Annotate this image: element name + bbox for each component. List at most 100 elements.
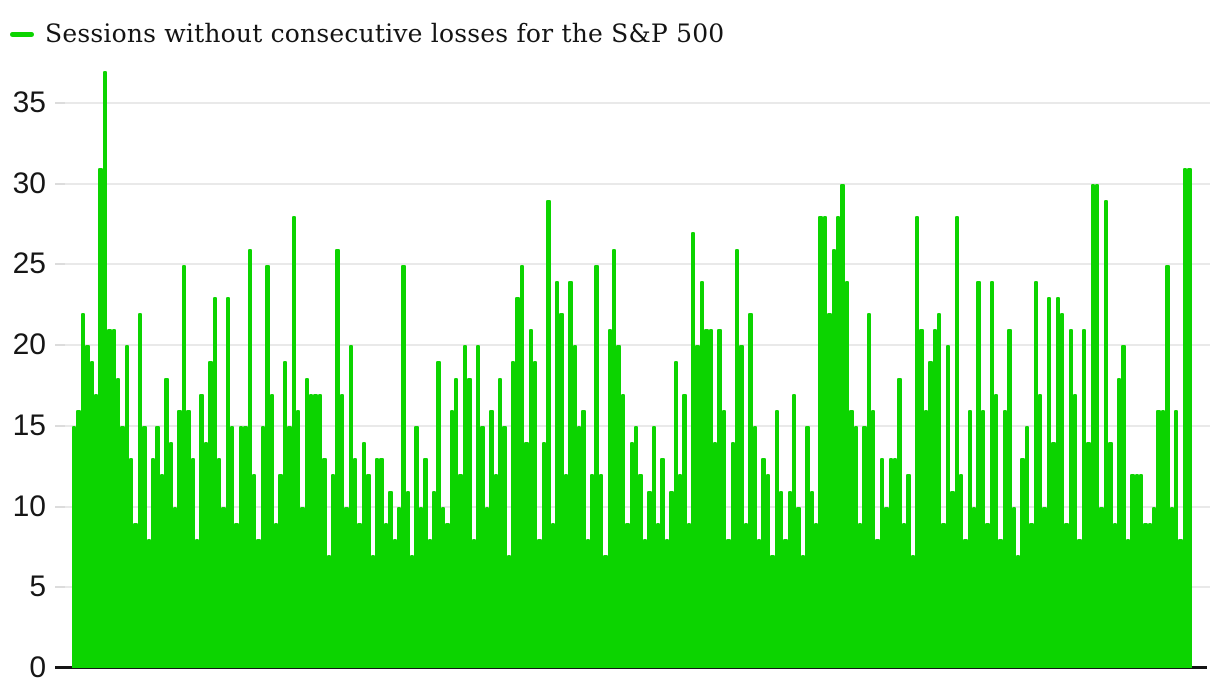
bar (120, 425, 125, 668)
bar (1156, 409, 1161, 668)
tick-mark (55, 102, 65, 104)
bar (115, 377, 121, 668)
bar (1002, 409, 1008, 668)
bar (111, 329, 116, 668)
bar (265, 264, 270, 668)
bar (401, 264, 406, 668)
bar (379, 458, 384, 668)
bar (357, 522, 362, 668)
bar (1178, 538, 1183, 668)
bar (515, 296, 520, 668)
bar (1015, 555, 1021, 668)
bar (634, 425, 639, 668)
bar (221, 506, 226, 668)
bar (1134, 474, 1139, 668)
bar (572, 345, 577, 668)
bar (594, 264, 599, 668)
bar (159, 474, 165, 668)
bar (137, 313, 143, 668)
bar (1073, 393, 1078, 668)
bar (835, 216, 841, 668)
bar (756, 538, 762, 668)
bar (1130, 474, 1135, 668)
bar (950, 490, 955, 668)
bar (607, 329, 613, 668)
bar (1099, 506, 1104, 668)
bar (581, 409, 586, 668)
bar (879, 458, 885, 668)
bar (972, 506, 977, 668)
bar (603, 555, 608, 668)
bar (462, 345, 468, 668)
bar (98, 167, 103, 668)
bar (546, 200, 551, 668)
legend: Sessions without consecutive losses for … (10, 16, 724, 50)
bar (427, 538, 433, 668)
bar (291, 216, 296, 668)
bar (796, 506, 801, 668)
bar (945, 345, 951, 668)
bar (554, 280, 560, 668)
bar (563, 474, 569, 668)
bar (568, 280, 573, 668)
bar (432, 490, 437, 668)
bar (638, 474, 643, 668)
gridline-30 (55, 182, 1210, 185)
bar (405, 490, 411, 668)
bar (493, 474, 498, 668)
bar (1169, 506, 1175, 668)
tick-mark (55, 263, 65, 266)
bar (1112, 522, 1117, 668)
bar (353, 458, 358, 668)
bar (1187, 167, 1192, 668)
bar (1007, 329, 1012, 668)
bar (89, 361, 94, 668)
bar (467, 377, 472, 668)
bar (1138, 474, 1144, 668)
bar (366, 474, 371, 668)
bar (787, 490, 793, 668)
bar (1147, 522, 1153, 668)
bar (85, 345, 90, 668)
bar (374, 458, 380, 668)
bar (177, 409, 182, 668)
bar (519, 264, 525, 668)
bar (1020, 458, 1025, 668)
bar (511, 361, 516, 668)
bar (80, 313, 86, 668)
bar (528, 329, 534, 668)
bar (827, 313, 832, 668)
bar (1086, 442, 1091, 668)
bar (792, 393, 797, 668)
bar (102, 71, 108, 668)
bar (247, 248, 253, 668)
bar (765, 474, 771, 668)
bar (1143, 522, 1148, 668)
bar (269, 393, 274, 668)
bar (713, 442, 718, 668)
bar (1090, 183, 1096, 668)
bar (559, 313, 564, 668)
bar (620, 393, 626, 668)
bar (309, 393, 314, 668)
bar (919, 329, 924, 668)
bar (721, 409, 727, 668)
bar (906, 474, 911, 668)
bar (686, 522, 692, 668)
bar (93, 393, 99, 668)
bar (313, 393, 318, 668)
bar-series (72, 71, 1193, 668)
bar (172, 506, 178, 668)
bar (875, 538, 880, 668)
bar (129, 458, 134, 668)
bar (910, 555, 915, 668)
bar (884, 506, 889, 668)
bar (344, 506, 349, 668)
bar (647, 490, 652, 668)
y-axis-label-5: 5 (29, 570, 46, 604)
bar (238, 425, 244, 668)
bar (660, 458, 665, 668)
bar (326, 555, 332, 668)
bar (287, 425, 292, 668)
